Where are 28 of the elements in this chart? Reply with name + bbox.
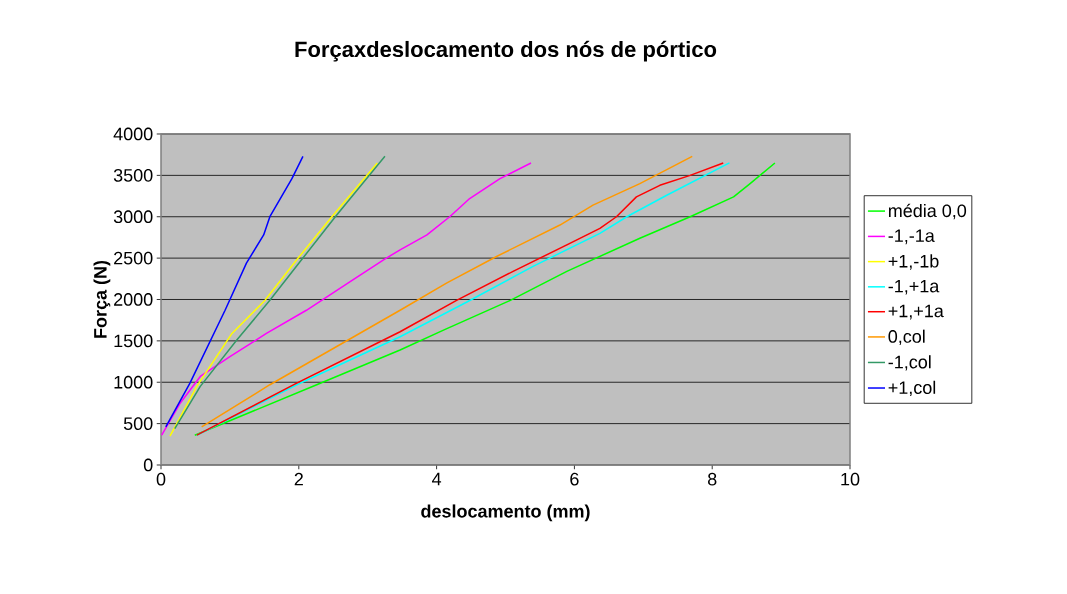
legend-label: -1,+1a	[888, 279, 940, 295]
chart-title: Forçaxdeslocamento dos nós de pórtico	[295, 40, 717, 62]
x-tick-label: 4	[432, 472, 442, 486]
legend-label: média 0,0	[888, 203, 967, 220]
y-tick-label: 3000	[113, 210, 153, 224]
y-tick-label: 4000	[113, 127, 153, 141]
legend-label: +1,-1b	[888, 254, 939, 270]
y-tick-label: 2500	[114, 251, 153, 265]
legend-label: +1,+1a	[888, 304, 944, 320]
x-tick-label: 6	[570, 472, 579, 486]
y-tick-label: 500	[123, 417, 153, 430]
y-tick-label: 0	[143, 458, 153, 472]
legend-label: -1,-1a	[888, 229, 935, 245]
y-tick-label: 1500	[114, 334, 153, 348]
x-tick-label: 0	[156, 472, 166, 486]
x-tick-label: 2	[294, 472, 303, 486]
legend-label: 0,col	[888, 329, 925, 346]
line-series	[161, 162, 532, 436]
y-tick-label: 1000	[114, 375, 153, 389]
legend-label: +1,col	[888, 380, 936, 397]
x-axis-title: deslocamento (mm)	[421, 504, 590, 522]
y-axis-title: Força (N)	[93, 260, 111, 338]
y-tick-label: 2000	[114, 293, 153, 306]
x-tick-label: 10	[841, 472, 860, 486]
x-tick-label: 8	[707, 472, 717, 486]
legend-label: -1,col	[888, 355, 931, 371]
y-tick-label: 3500	[113, 168, 153, 182]
line-series	[165, 155, 304, 428]
